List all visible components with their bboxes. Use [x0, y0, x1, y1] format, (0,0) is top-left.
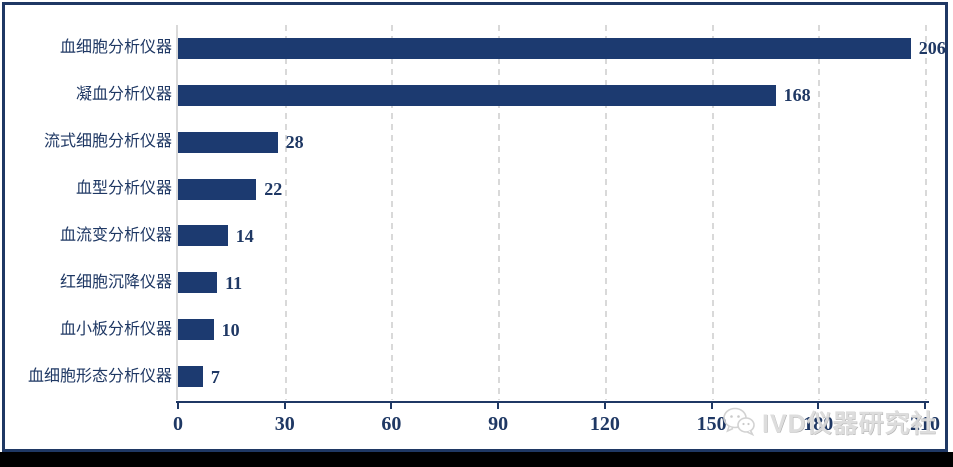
- bottom-black-strip: [0, 452, 953, 467]
- x-axis-tick-0: [177, 401, 179, 409]
- zero-baseline: [176, 25, 178, 400]
- value-label: 22: [264, 179, 283, 200]
- category-label: 血流变分析仪器: [59, 226, 172, 244]
- value-label: 7: [210, 366, 220, 387]
- x-axis-tick-30: [283, 401, 286, 409]
- x-axis-tick-180: [817, 401, 820, 409]
- bar: [178, 131, 278, 153]
- value-label: 10: [221, 319, 240, 340]
- bar: [178, 225, 228, 247]
- x-axis-tick-60: [390, 401, 393, 409]
- value-label: 168: [783, 85, 811, 106]
- x-axis-line: [176, 401, 929, 403]
- x-axis-tick-150: [710, 401, 713, 409]
- x-axis-tick-label: 30: [274, 413, 295, 435]
- category-label: 血细胞形态分析仪器: [27, 367, 172, 385]
- gridline-60: [391, 25, 394, 400]
- bar: [178, 366, 203, 388]
- gridline-150: [711, 25, 714, 400]
- x-axis-tick-90: [497, 401, 500, 409]
- watermark: IVD仪器研究社: [722, 404, 937, 440]
- value-label: 28: [285, 132, 304, 153]
- x-axis-tick-120: [603, 401, 606, 409]
- bar: [178, 84, 776, 106]
- x-axis-tick-label: 180: [803, 413, 834, 435]
- category-label: 血型分析仪器: [75, 180, 172, 198]
- x-axis-tick-label: 150: [696, 413, 727, 435]
- value-label: 11: [225, 272, 243, 293]
- x-axis-tick-210: [924, 401, 926, 409]
- category-label: 血小板分析仪器: [59, 320, 172, 338]
- category-label: 流式细胞分析仪器: [43, 133, 172, 151]
- category-label: 红细胞沉降仪器: [59, 273, 172, 291]
- gridline-30: [284, 25, 287, 400]
- x-axis-tick-label: 210: [910, 413, 940, 435]
- x-axis-tick-label: 90: [488, 413, 509, 435]
- value-label: 206: [918, 38, 946, 59]
- wechat-logo-icon: [723, 407, 755, 437]
- bar: [178, 319, 214, 341]
- x-axis-tick-label: 120: [589, 413, 620, 435]
- gridline-120: [604, 25, 607, 400]
- bar: [178, 178, 257, 200]
- watermark-text: IVD仪器研究社: [762, 410, 937, 438]
- category-label: 凝血分析仪器: [75, 86, 172, 104]
- x-axis-tick-label: 0: [173, 413, 183, 435]
- x-axis-tick-label: 60: [381, 413, 402, 435]
- gridline-90: [498, 25, 501, 400]
- value-label: 14: [235, 225, 254, 246]
- gridline-180: [818, 25, 821, 400]
- gridline-210: [925, 25, 927, 400]
- category-label: 血细胞分析仪器: [59, 39, 172, 57]
- bar: [178, 37, 911, 59]
- bar: [178, 272, 218, 294]
